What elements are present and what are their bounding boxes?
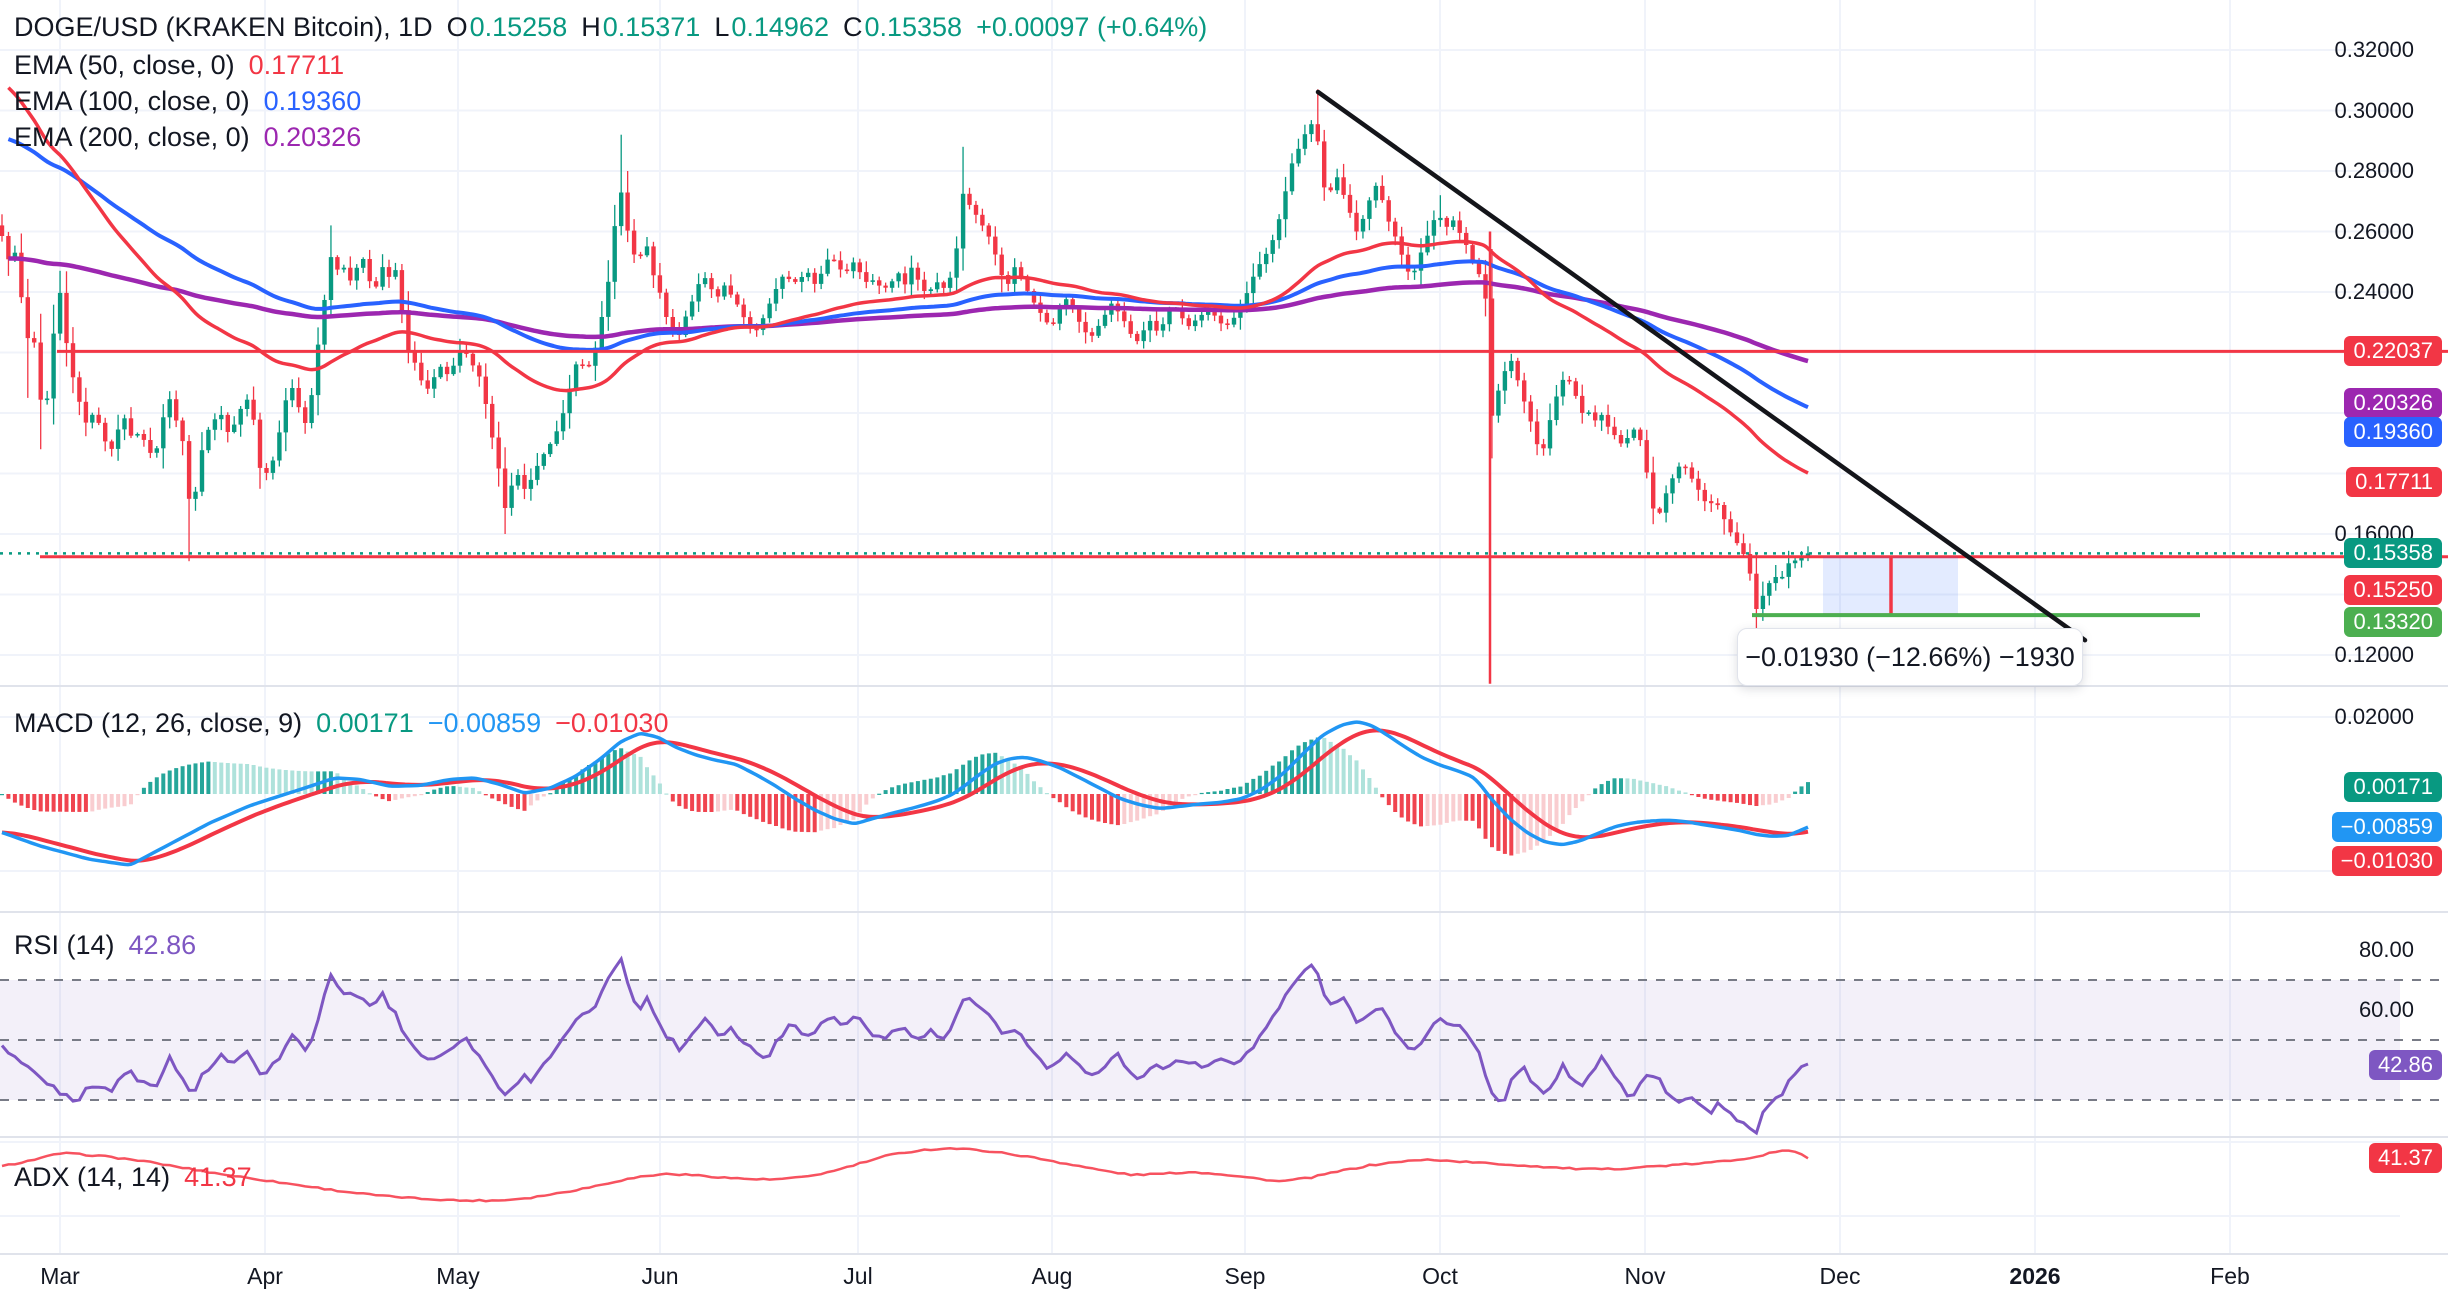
ohlc-close: C 0.15358 bbox=[842, 12, 963, 42]
time-axis-label: Sep bbox=[1224, 1263, 1266, 1289]
time-axis-label: May bbox=[436, 1263, 480, 1289]
ema200-legend[interactable]: EMA (200, close, 0) 0.20326 bbox=[14, 122, 362, 152]
measure-tooltip: −0.01930 (−12.66%) −1930 bbox=[1737, 628, 2083, 686]
ohlc-low: L 0.14962 bbox=[714, 12, 829, 42]
ema50-legend[interactable]: EMA (50, close, 0) 0.17711 bbox=[14, 50, 345, 80]
time-scale[interactable]: Mar Apr May Jun Jul Aug Sep Oct Nov Dec 2026 Feb bbox=[0, 1253, 2448, 1298]
adx-legend[interactable]: ADX (14, 14) 41.37 bbox=[14, 1162, 252, 1192]
ohlc-open: O 0.15258 bbox=[446, 12, 568, 42]
time-axis-label: Nov bbox=[1624, 1263, 1666, 1289]
rsi-legend[interactable]: RSI (14) 42.86 bbox=[14, 930, 197, 960]
time-axis-label: Apr bbox=[247, 1263, 283, 1289]
change-value: +0.00097 (+0.64%) bbox=[976, 12, 1208, 42]
time-axis-label: Dec bbox=[1819, 1263, 1861, 1289]
time-axis-label: Oct bbox=[1422, 1263, 1458, 1289]
symbol-legend[interactable]: DOGE/USD (KRAKEN Bitcoin), 1D O 0.15258 H… bbox=[14, 12, 1207, 43]
ema100-legend[interactable]: EMA (100, close, 0) 0.19360 bbox=[14, 86, 362, 116]
time-axis-label: Feb bbox=[2210, 1263, 2250, 1289]
symbol-title: DOGE/USD (KRAKEN Bitcoin), 1D bbox=[14, 12, 433, 42]
macd-legend[interactable]: MACD (12, 26, close, 9) 0.00171 −0.00859… bbox=[14, 708, 669, 738]
time-axis-label: 2026 bbox=[2009, 1263, 2061, 1289]
time-axis-label: Mar bbox=[40, 1263, 80, 1289]
time-axis-label: Jul bbox=[843, 1263, 873, 1289]
time-axis-label: Jun bbox=[641, 1263, 679, 1289]
ohlc-high: H 0.15371 bbox=[581, 12, 701, 42]
time-axis-label: Aug bbox=[1031, 1263, 1073, 1289]
